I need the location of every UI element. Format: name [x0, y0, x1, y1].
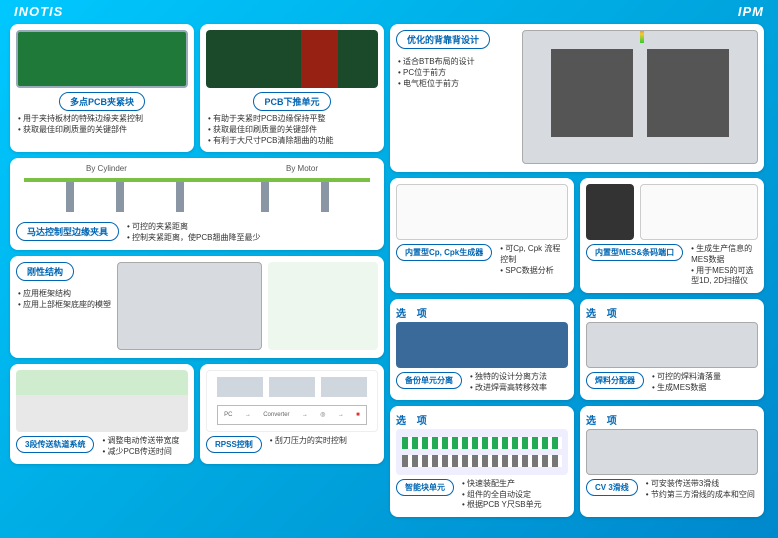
card-cpcpk: 内置型Cp, Cpk生成器 可Cp, Cpk 流程控制 SPC数据分析 [390, 178, 574, 293]
card-motor-clamp: By Cylinder By Motor 马达控制型边缘夹具 可控的夹紧距离 控… [10, 158, 384, 250]
title-rigid: 刚性结构 [16, 262, 74, 281]
img-scanner [586, 184, 634, 240]
title-btb: 优化的背靠背设计 [396, 30, 490, 49]
title-cv3: CV 3滑线 [586, 479, 638, 496]
title-mes: 内置型MES&条码端口 [586, 244, 683, 261]
title-backup-sep: 备份单元分离 [396, 372, 462, 389]
bul-btb: 适合BTB布局的设计 PC位于前方 电气柜位于前方 [396, 57, 475, 89]
title-solder-disp: 焊料分配器 [586, 372, 644, 389]
card-rigid: 刚性结构 应用框架结构 应用上部框架底座的模塑 [10, 256, 384, 358]
img-pcb-clamp [16, 30, 188, 88]
bul-mes: 生成生产信息的MES数据 用于MES的可选型1D, 2D扫描仪 [689, 244, 758, 287]
title-pcb-clamp: 多点PCB夹紧块 [59, 92, 145, 111]
title-cpcpk: 内置型Cp, Cpk生成器 [396, 244, 492, 261]
card-pcb-push: PCB下推单元 有助于夹紧时PCB边缘保持平整 获取最佳印刷质量的关键部件 有利… [200, 24, 384, 152]
bul-cpcpk: 可Cp, Cpk 流程控制 SPC数据分析 [498, 244, 568, 276]
brand-left: INOTIS [14, 4, 63, 19]
title-rpss: RPSS控制 [206, 436, 262, 453]
img-mes-data [640, 184, 758, 240]
img-rpss: PC→Converter→◎→■ [206, 370, 378, 432]
bul-pcb-push: 有助于夹紧时PCB边缘保持平整 获取最佳印刷质量的关键部件 有利于大尺寸PCB清… [206, 114, 378, 146]
img-pcb-push [206, 30, 378, 88]
bul-motor-clamp: 可控的夹紧距离 控制夹紧距离，使PCB翘曲降至最少 [125, 222, 378, 244]
img-cpcpk [396, 184, 568, 240]
bul-rpss: 刮刀压力的实时控制 [268, 436, 378, 447]
card-smart-block: 选 项 智能块单元 快速装配生产 组件的全自动设定 根据PCB Y尺SB单元 [390, 406, 574, 517]
card-backup-sep: 选 项 备份单元分离 独特的设计分离方法 改进焊膏高转移效率 [390, 299, 574, 400]
card-conveyor: 3段传送轨道系统 调整电动传送带宽度 减少PCB传送时间 [10, 364, 194, 464]
img-rigid-frame [117, 262, 262, 350]
img-rigid-rail [268, 262, 378, 350]
opt-label-3: 选 项 [396, 412, 568, 427]
opt-label-2: 选 项 [586, 305, 758, 320]
title-pcb-push: PCB下推单元 [253, 92, 330, 111]
card-solder-disp: 选 项 焊料分配器 可控的焊料清落量 生成MES数据 [580, 299, 764, 400]
card-cv3: 选 项 CV 3滑线 可安装传送带3滑线 节约第三方滑线的成本和空间 [580, 406, 764, 517]
bul-rigid: 应用框架结构 应用上部框架底座的模塑 [16, 289, 111, 311]
card-pcb-clamp: 多点PCB夹紧块 用于夹持板材的特殊边缘夹紧控制 获取最佳印刷质量的关键部件 [10, 24, 194, 152]
opt-label-1: 选 项 [396, 305, 568, 320]
bul-conveyor: 调整电动传送带宽度 减少PCB传送时间 [100, 436, 188, 458]
title-conveyor: 3段传送轨道系统 [16, 436, 94, 453]
bul-pcb-clamp: 用于夹持板材的特殊边缘夹紧控制 获取最佳印刷质量的关键部件 [16, 114, 188, 136]
title-motor-clamp: 马达控制型边缘夹具 [16, 222, 119, 241]
label-by-cylinder: By Cylinder [86, 164, 127, 173]
img-conveyor [16, 370, 188, 432]
img-backup-sep [396, 322, 568, 368]
opt-label-4: 选 项 [586, 412, 758, 427]
diagram-cylinder: By Cylinder By Motor [16, 164, 378, 218]
title-smart-block: 智能块单元 [396, 479, 454, 496]
img-solder-disp [586, 322, 758, 368]
card-btb: 优化的背靠背设计 适合BTB布局的设计 PC位于前方 电气柜位于前方 [390, 24, 764, 172]
img-cv3 [586, 429, 758, 475]
label-by-motor: By Motor [286, 164, 318, 173]
card-rpss: PC→Converter→◎→■ RPSS控制 刮刀压力的实时控制 [200, 364, 384, 464]
brand-right: IPM [738, 4, 764, 19]
img-smart-block [396, 429, 568, 475]
card-mes: 内置型MES&条码端口 生成生产信息的MES数据 用于MES的可选型1D, 2D… [580, 178, 764, 293]
img-btb-machine [522, 30, 758, 164]
